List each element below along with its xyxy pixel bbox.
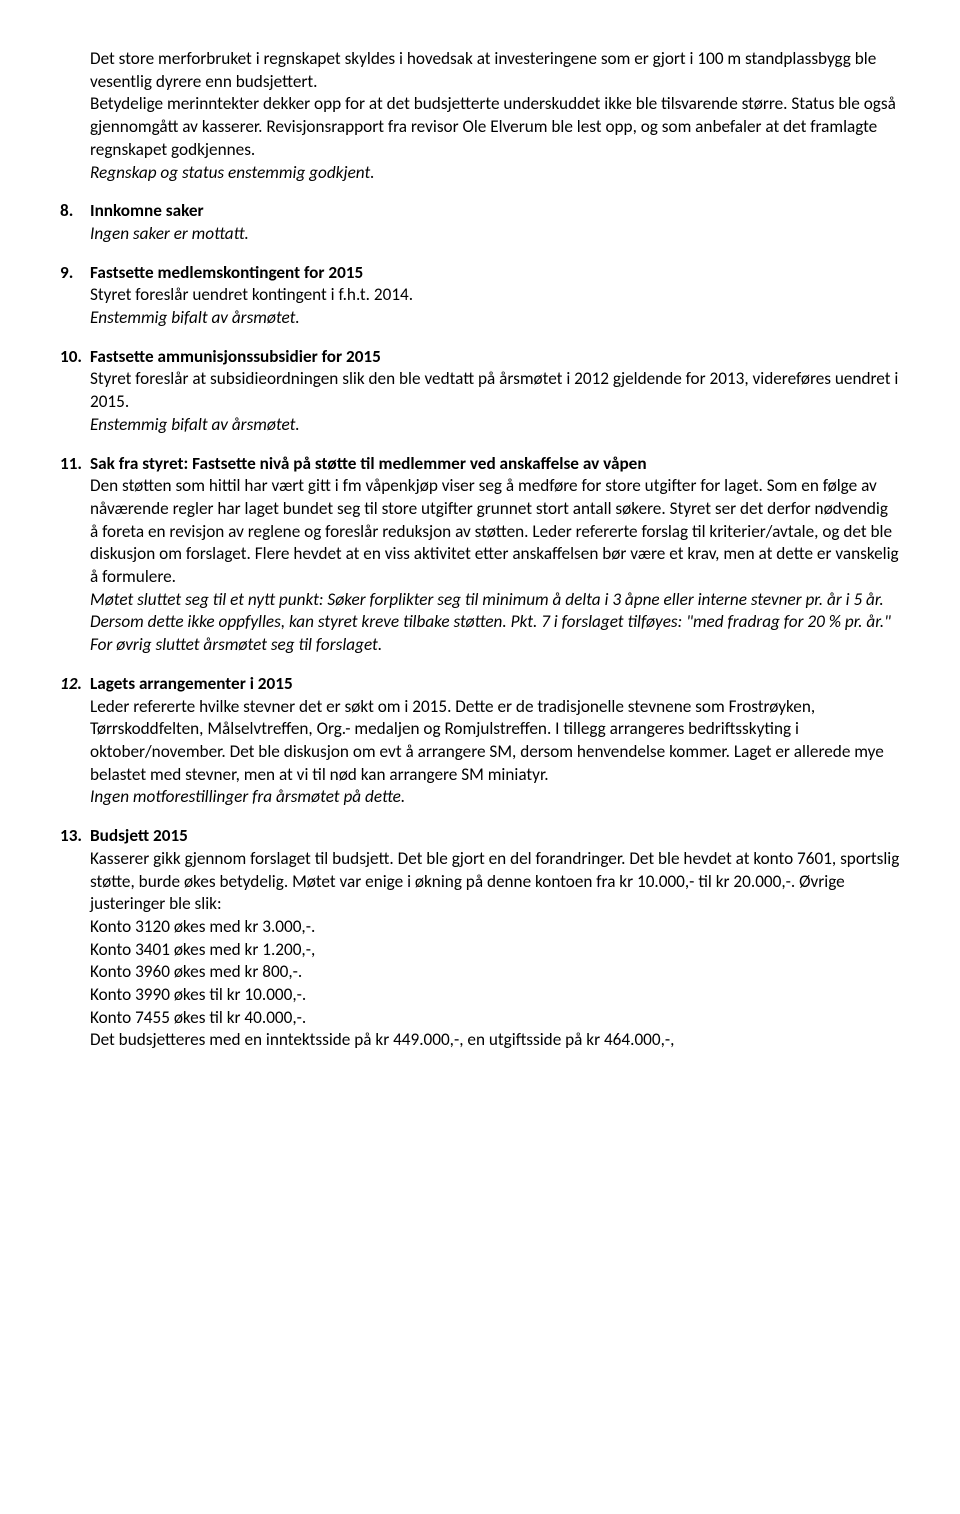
intro-p2: Betydelige merinntekter dekker opp for a… <box>90 93 900 161</box>
item-13-title: Budsjett 2015 <box>90 825 900 848</box>
item-8-body: Ingen saker er mottatt. <box>90 223 900 246</box>
item-9-body2: Enstemmig bifalt av årsmøtet. <box>90 307 900 330</box>
item-11-title: Sak fra styret: Fastsette nivå på støtte… <box>90 453 900 476</box>
item-13-l5: Konto 7455 økes til kr 40.000,-. <box>90 1007 900 1030</box>
item-12-num: 12. <box>60 673 90 809</box>
item-10-body2: Enstemmig bifalt av årsmøtet. <box>90 414 900 437</box>
item-9: 9. Fastsette medlemskontingent for 2015 … <box>60 262 900 330</box>
item-8: 8. Innkomne saker Ingen saker er mottatt… <box>60 200 900 245</box>
item-13-l2: Konto 3401 økes med kr 1.200,-, <box>90 939 900 962</box>
item-11: 11. Sak fra styret: Fastsette nivå på st… <box>60 453 900 657</box>
item-13-l1: Konto 3120 økes med kr 3.000,-. <box>90 916 900 939</box>
item-8-num: 8. <box>60 200 90 245</box>
item-9-title: Fastsette medlemskontingent for 2015 <box>90 262 900 285</box>
intro-p3: Regnskap og status enstemmig godkjent. <box>90 162 900 185</box>
item-12-body2: Ingen motforestillinger fra årsmøtet på … <box>90 786 900 809</box>
item-13-l6: Det budsjetteres med en inntektsside på … <box>90 1029 900 1052</box>
item-12-title: Lagets arrangementer i 2015 <box>90 673 900 696</box>
item-8-title: Innkomne saker <box>90 200 900 223</box>
item-10-num: 10. <box>60 346 90 437</box>
item-10-body1: Styret foreslår at subsidieordningen sli… <box>90 368 900 413</box>
item-10: 10. Fastsette ammunisjonssubsidier for 2… <box>60 346 900 437</box>
item-11-body1: Den støtten som hittil har vært gitt i f… <box>90 475 900 589</box>
item-13-l3: Konto 3960 økes med kr 800,-. <box>90 961 900 984</box>
item-11-body2: Møtet sluttet seg til et nytt punkt: Søk… <box>90 589 900 657</box>
item-13-body1: Kasserer gikk gjennom forslaget til buds… <box>90 848 900 916</box>
item-11-num: 11. <box>60 453 90 657</box>
intro-p1: Det store merforbruket i regnskapet skyl… <box>90 48 900 93</box>
item-13-num: 13. <box>60 825 90 1052</box>
intro-block: Det store merforbruket i regnskapet skyl… <box>90 48 900 184</box>
item-10-title: Fastsette ammunisjonssubsidier for 2015 <box>90 346 900 369</box>
item-12-body1: Leder refererte hvilke stevner det er sø… <box>90 696 900 787</box>
item-13: 13. Budsjett 2015 Kasserer gikk gjennom … <box>60 825 900 1052</box>
item-9-body1: Styret foreslår uendret kontingent i f.h… <box>90 284 900 307</box>
item-13-l4: Konto 3990 økes til kr 10.000,-. <box>90 984 900 1007</box>
item-9-num: 9. <box>60 262 90 330</box>
item-12: 12. Lagets arrangementer i 2015 Leder re… <box>60 673 900 809</box>
